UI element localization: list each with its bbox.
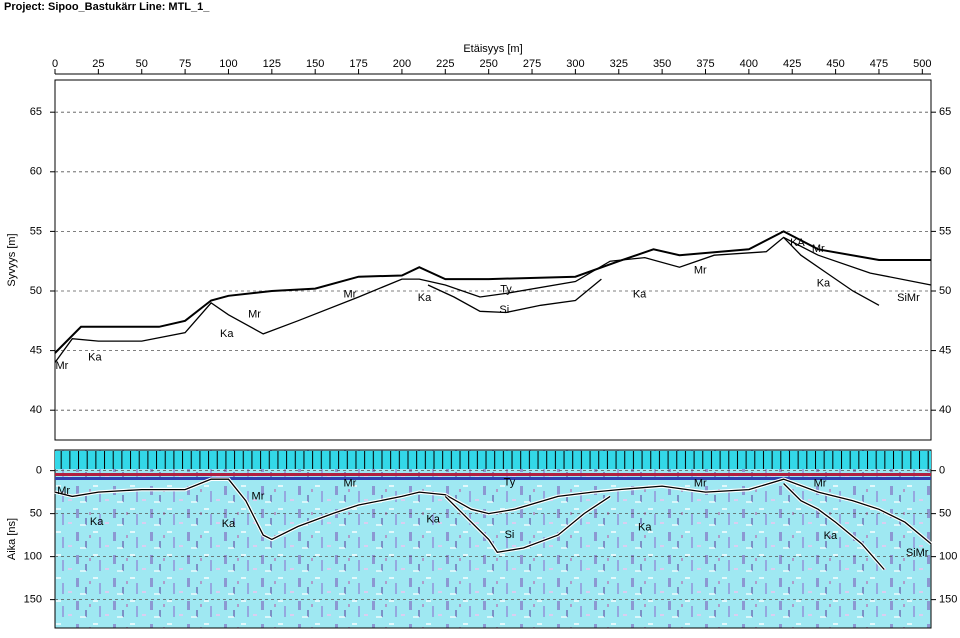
x-tick-label: 250 bbox=[479, 58, 497, 70]
y-tick-label: 45 bbox=[30, 345, 42, 357]
y-tick-label: 60 bbox=[30, 166, 42, 178]
layer-label: Ka bbox=[638, 521, 652, 533]
layer-label: Ty bbox=[500, 284, 512, 296]
interface-line bbox=[783, 236, 880, 306]
x-tick-label: 275 bbox=[523, 58, 541, 70]
layer-label: SiMr bbox=[897, 292, 920, 304]
interface-line bbox=[54, 230, 931, 354]
x-tick-label: 150 bbox=[306, 58, 324, 70]
x-tick-label: 350 bbox=[653, 58, 671, 70]
x-tick-label: 500 bbox=[913, 58, 931, 70]
layer-label: Mr bbox=[694, 265, 707, 277]
layer-label: Ty bbox=[504, 477, 516, 489]
layer-label: Si bbox=[499, 304, 509, 316]
direct-wave-band bbox=[55, 477, 931, 480]
layer-label: Ka bbox=[90, 516, 104, 528]
y-tick-label: 150 bbox=[24, 594, 42, 606]
x-tick-label: 175 bbox=[349, 58, 367, 70]
x-tick-label: 400 bbox=[740, 58, 758, 70]
y-axis-title: Syvyys [m] bbox=[6, 233, 18, 286]
layer-label: Ka bbox=[220, 328, 234, 340]
y-tick-label: 50 bbox=[30, 508, 42, 520]
layer-label: Mr bbox=[812, 243, 825, 255]
y-tick-label: 55 bbox=[30, 225, 42, 237]
layer-label: Ka bbox=[633, 288, 647, 300]
y-tick-label: 65 bbox=[939, 106, 951, 118]
radargram bbox=[54, 449, 932, 629]
x-axis-title: Etäisyys [m] bbox=[463, 43, 522, 55]
layer-label: SiMr bbox=[906, 547, 929, 559]
layer-label: Mr bbox=[343, 288, 356, 300]
layer-label: Ka bbox=[88, 352, 102, 364]
layer-label: Ka bbox=[824, 530, 838, 542]
y-tick-label: 40 bbox=[30, 404, 42, 416]
y-tick-label: 60 bbox=[939, 166, 951, 178]
layer-label: Mr bbox=[56, 360, 69, 372]
y-tick-label: 50 bbox=[939, 508, 951, 520]
x-tick-label: 325 bbox=[610, 58, 628, 70]
y-tick-label: 150 bbox=[939, 594, 957, 606]
x-tick-label: 200 bbox=[393, 58, 411, 70]
x-tick-label: 100 bbox=[219, 58, 237, 70]
x-tick-label: 75 bbox=[179, 58, 191, 70]
layer-label: KA bbox=[790, 237, 805, 249]
x-tick-label: 25 bbox=[92, 58, 104, 70]
layer-label: Ka bbox=[418, 292, 432, 304]
y-tick-label: 65 bbox=[30, 106, 42, 118]
y-tick-label: 0 bbox=[36, 465, 42, 477]
y-tick-label: 100 bbox=[24, 551, 42, 563]
layer-label: Ka bbox=[426, 514, 440, 526]
layer-label: Mr bbox=[248, 309, 261, 321]
x-tick-label: 375 bbox=[696, 58, 714, 70]
x-tick-label: 225 bbox=[436, 58, 454, 70]
y-tick-label: 55 bbox=[939, 225, 951, 237]
header-title: Project: Sipoo_Bastukärr Line: MTL_1_ bbox=[4, 1, 210, 13]
layer-label: Ka bbox=[222, 518, 236, 530]
y-tick-label: 50 bbox=[30, 285, 42, 297]
x-tick-label: 0 bbox=[52, 58, 58, 70]
layer-label: Mr bbox=[814, 477, 827, 489]
interface-line bbox=[54, 236, 932, 363]
trace-marker-strip bbox=[55, 451, 931, 469]
layer-label: Mr bbox=[694, 477, 707, 489]
interface-line bbox=[427, 278, 602, 314]
x-tick-label: 300 bbox=[566, 58, 584, 70]
x-tick-label: 450 bbox=[826, 58, 844, 70]
layer-label: Ka bbox=[817, 278, 831, 290]
y-tick-label: 45 bbox=[939, 345, 951, 357]
y-tick-label: 40 bbox=[939, 404, 951, 416]
layer-label: Mr bbox=[343, 477, 356, 489]
upper-plot-frame bbox=[54, 79, 932, 441]
layer-label: Mr bbox=[252, 490, 265, 502]
x-tick-label: 425 bbox=[783, 58, 801, 70]
y-tick-label: 50 bbox=[939, 285, 951, 297]
y-tick-label: 0 bbox=[939, 465, 945, 477]
y-axis-title: Aika [ns] bbox=[6, 518, 18, 560]
layer-label: Mr bbox=[57, 485, 70, 497]
x-tick-label: 125 bbox=[263, 58, 281, 70]
interface-line bbox=[54, 478, 932, 545]
direct-wave-band bbox=[55, 473, 931, 476]
y-tick-label: 100 bbox=[939, 551, 957, 563]
interface-line bbox=[783, 483, 885, 570]
layer-label: Si bbox=[505, 529, 515, 541]
x-tick-label: 50 bbox=[136, 58, 148, 70]
x-tick-label: 475 bbox=[870, 58, 888, 70]
interface-line bbox=[444, 495, 611, 554]
